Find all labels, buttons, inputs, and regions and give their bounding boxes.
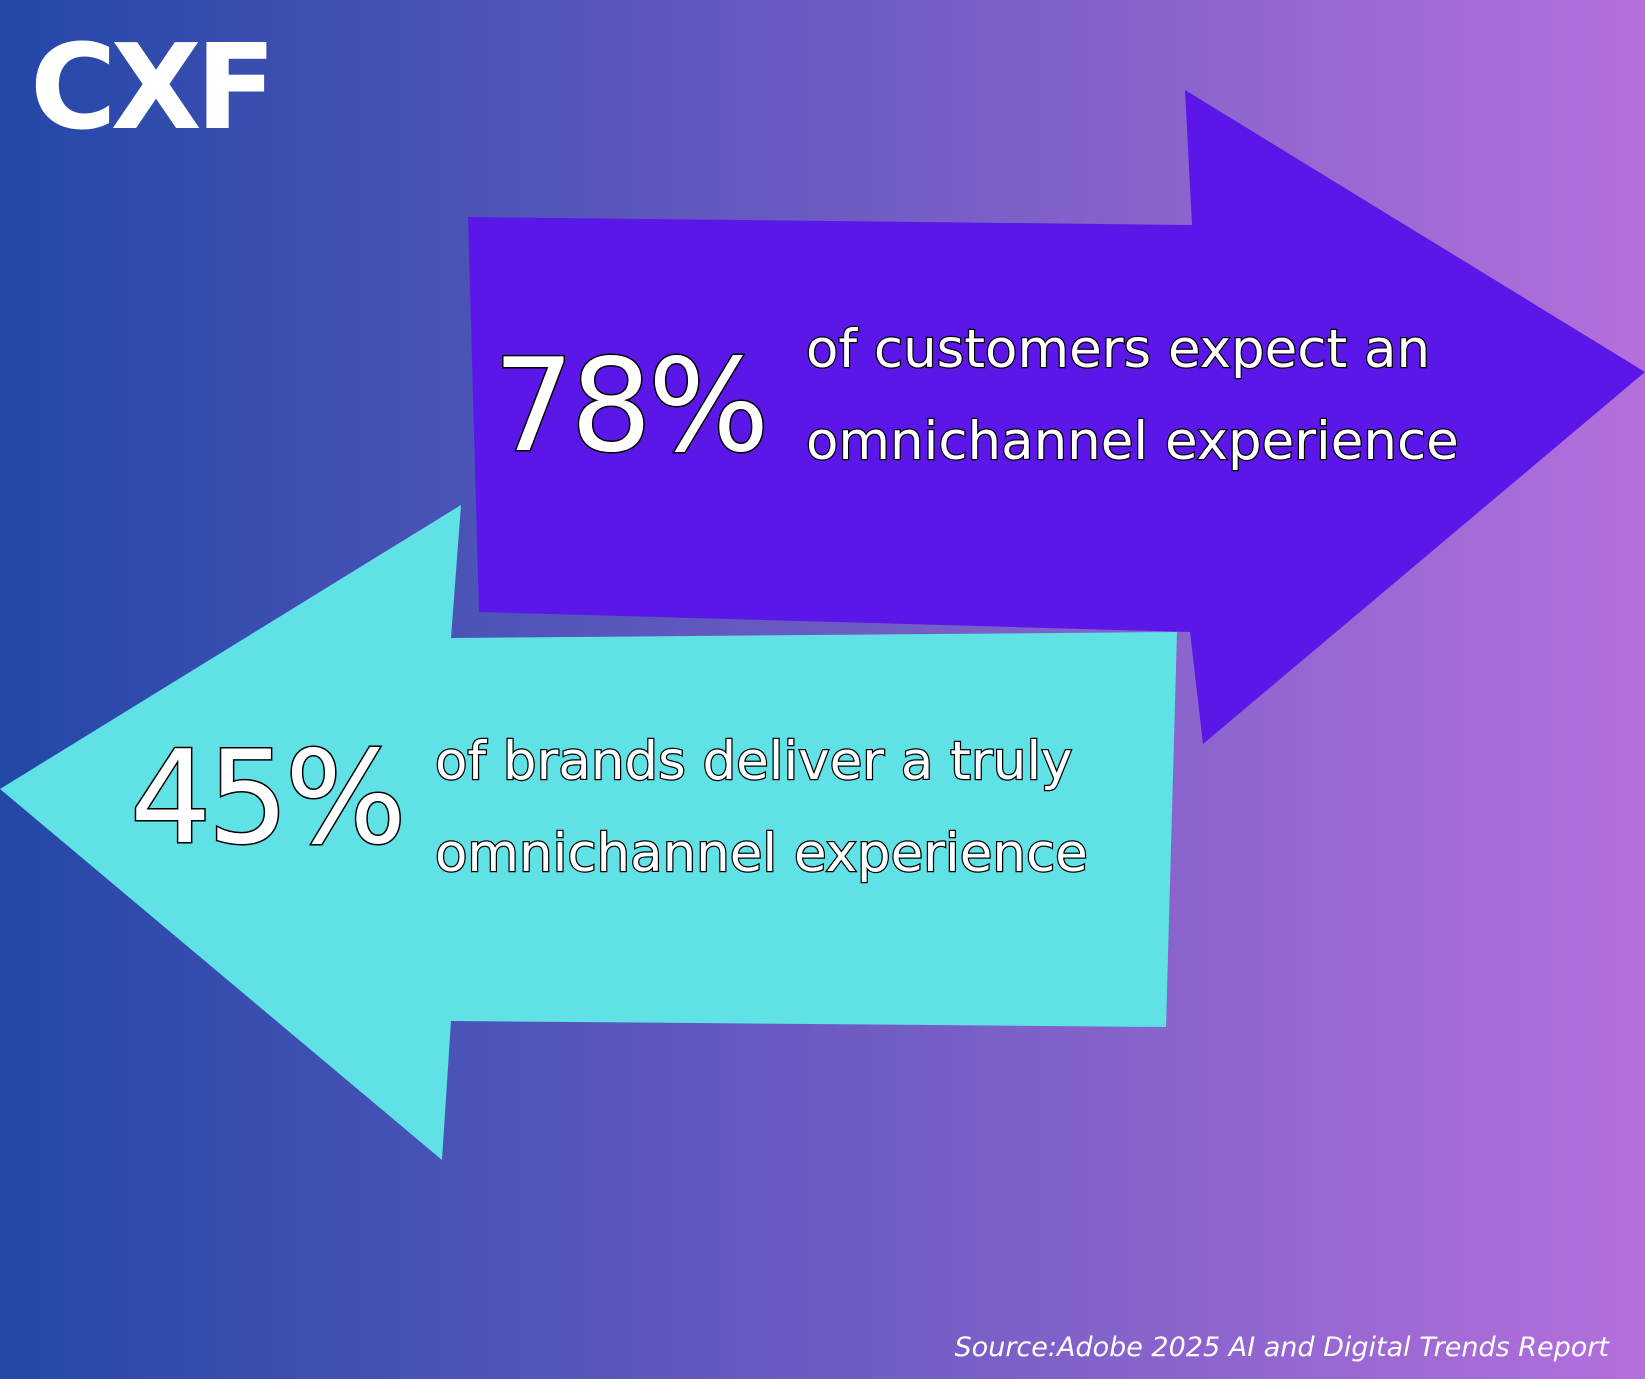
stat-description-customers: of customers expect an omnichannel exper… — [805, 304, 1460, 488]
left-arrow-shape — [0, 505, 1177, 1160]
cxf-logo: CXF — [30, 18, 276, 156]
source-citation: Source:Adobe 2025 AI and Digital Trends … — [954, 1332, 1609, 1363]
stat-description-line: of customers expect an — [805, 318, 1432, 382]
stat-percent-customers: 78% — [492, 332, 771, 481]
right-arrow-shape — [468, 90, 1645, 744]
stat-description-brands: of brands deliver a truly omnichannel ex… — [434, 716, 1089, 900]
stat-description-line: of brands deliver a truly — [434, 730, 1074, 794]
stat-description-line: omnichannel experience — [805, 410, 1460, 474]
stat-description-line: omnichannel experience — [434, 822, 1089, 886]
stat-percent-brands: 45% — [129, 724, 408, 873]
